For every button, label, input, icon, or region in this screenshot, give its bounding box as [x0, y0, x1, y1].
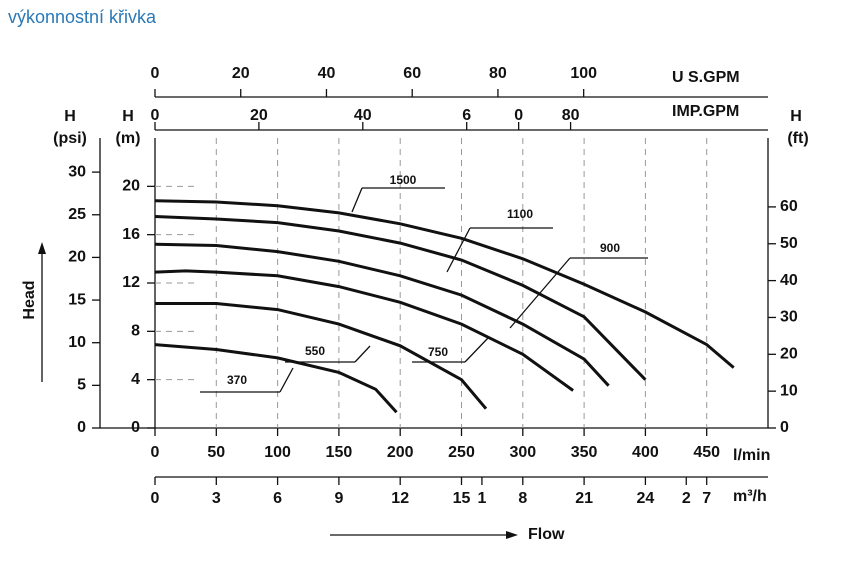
- y-axis-unit: (ft): [787, 130, 808, 147]
- curve-label: 1500: [390, 173, 417, 187]
- tick-label: 15: [68, 291, 86, 308]
- curve-label: 550: [305, 344, 325, 358]
- tick-label: 8: [131, 323, 140, 340]
- tick-label: 5: [77, 377, 86, 394]
- curve: [154, 242, 610, 387]
- tick-label: 2: [682, 490, 691, 507]
- curve-label: 750: [428, 345, 448, 359]
- arrow-head: [38, 242, 46, 254]
- tick-label: 100: [570, 65, 597, 82]
- tick-label: 80: [562, 107, 580, 124]
- tick-label: 40: [780, 272, 798, 289]
- tick-label: 10: [68, 334, 86, 351]
- tick-label: 16: [122, 226, 140, 243]
- curve: [154, 343, 398, 414]
- tick-label: 20: [232, 65, 250, 82]
- tick-label: 0: [77, 419, 86, 436]
- leader-line: [354, 345, 371, 363]
- tick-label: 100: [264, 444, 291, 461]
- tick-label: 9: [334, 490, 343, 507]
- tick-label: 0: [151, 490, 160, 507]
- tick-label: 80: [489, 65, 507, 82]
- leader-line: [351, 187, 363, 213]
- curve-label: 1100: [507, 207, 533, 221]
- tick-label: 12: [391, 490, 409, 507]
- tick-label: 50: [207, 444, 225, 461]
- tick-label: 3: [212, 490, 221, 507]
- x-axis-label: U S.GPM: [672, 69, 740, 86]
- curve: [154, 199, 735, 369]
- leader-line: [279, 367, 294, 393]
- tick-label: 0: [780, 419, 789, 436]
- tick-label: 50: [780, 235, 798, 252]
- leader-line: [446, 227, 471, 273]
- y-axis-unit: (m): [116, 130, 141, 147]
- tick-label: 150: [326, 444, 353, 461]
- tick-label: 60: [780, 198, 798, 215]
- tick-label: 40: [318, 65, 336, 82]
- tick-label: 0: [514, 107, 523, 124]
- tick-label: 20: [122, 178, 140, 195]
- curve: [154, 215, 647, 381]
- tick-label: 300: [509, 444, 536, 461]
- tick-label: 40: [354, 107, 372, 124]
- tick-label: 4: [131, 371, 140, 388]
- y-axis-label: H: [790, 108, 802, 125]
- tick-label: 6: [273, 490, 282, 507]
- x-axis-label: IMP.GPM: [672, 103, 739, 120]
- tick-label: 350: [571, 444, 598, 461]
- tick-label: 7: [702, 490, 711, 507]
- x-axis-title: Flow: [528, 526, 565, 543]
- curve: [155, 302, 488, 410]
- chart-title: výkonnostní křivka: [8, 7, 157, 27]
- y-axis-label: H: [64, 108, 76, 125]
- tick-label: 250: [448, 444, 475, 461]
- tick-label: 6: [462, 107, 471, 124]
- tick-label: 400: [632, 444, 659, 461]
- tick-label: 200: [387, 444, 414, 461]
- tick-label: 60: [403, 65, 421, 82]
- tick-label: 30: [780, 309, 798, 326]
- y-axis-title: Head: [21, 280, 38, 319]
- curve: [154, 269, 574, 392]
- tick-label: 8: [518, 490, 527, 507]
- tick-label: 24: [637, 490, 655, 507]
- y-axis-label: H: [122, 108, 134, 125]
- tick-label: 30: [68, 163, 86, 180]
- tick-label: 0: [151, 107, 160, 124]
- tick-label: 450: [693, 444, 720, 461]
- tick-label: 12: [122, 274, 140, 291]
- curve-label: 370: [227, 373, 247, 387]
- tick-label: 0: [151, 444, 160, 461]
- y-axis-unit: (psi): [53, 130, 87, 147]
- leader-line: [509, 257, 571, 329]
- arrow-head: [506, 531, 518, 539]
- tick-label: 25: [68, 206, 86, 223]
- tick-label: 20: [780, 346, 798, 363]
- x-axis-label: l/min: [733, 447, 770, 464]
- tick-label: 0: [151, 65, 160, 82]
- tick-label: 15: [453, 490, 471, 507]
- tick-label: 20: [250, 107, 268, 124]
- curve-label: 900: [600, 241, 620, 255]
- x-axis-label: m³/h: [733, 488, 767, 505]
- leader-line: [464, 337, 489, 363]
- tick-label: 10: [780, 382, 798, 399]
- tick-label: 21: [575, 490, 593, 507]
- tick-label: 20: [68, 249, 86, 266]
- tick-label: 0: [131, 419, 140, 436]
- tick-label: 1: [477, 490, 486, 507]
